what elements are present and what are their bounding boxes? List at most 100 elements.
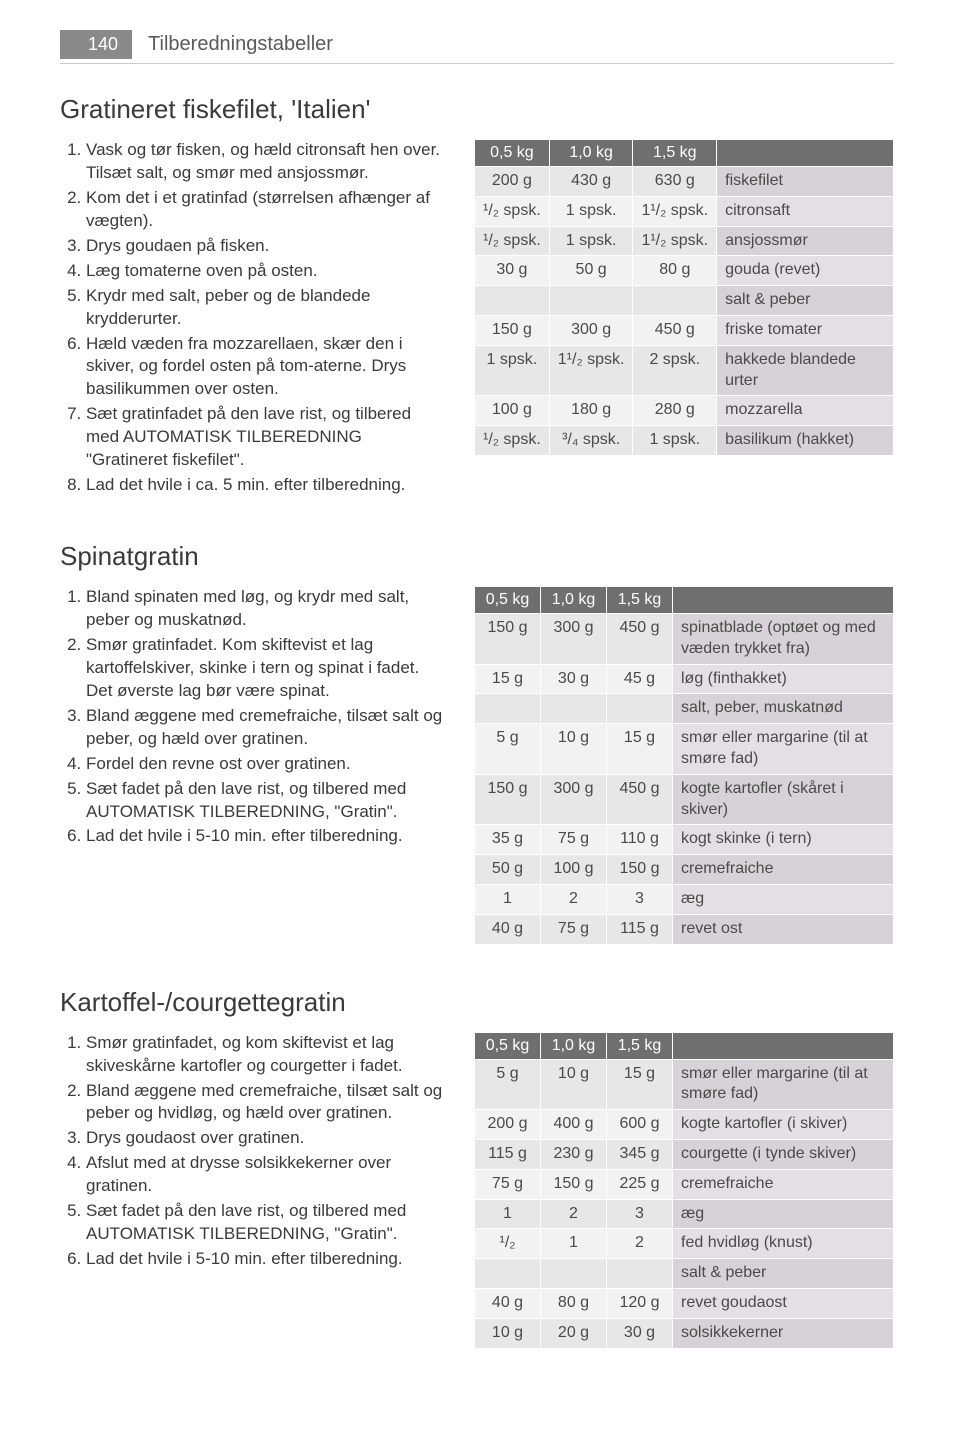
qty-cell: 1¹/₂ spsk. xyxy=(549,345,633,396)
qty-cell: 1 xyxy=(475,885,541,915)
ingredient-cell: kogt skinke (i tern) xyxy=(673,825,894,855)
ingredient-cell: smør eller margarine (til at smøre fad) xyxy=(673,1059,894,1110)
table-row: salt & peber xyxy=(475,286,894,316)
ingredient-cell: salt & peber xyxy=(673,1259,894,1289)
page-header: 140 Tilberedningstabeller xyxy=(60,30,894,64)
ingredient-cell: fed hvidløg (knust) xyxy=(673,1229,894,1259)
qty-cell: 45 g xyxy=(607,664,673,694)
qty-cell: 200 g xyxy=(475,1110,541,1140)
qty-cell: 40 g xyxy=(475,914,541,944)
recipe-step: Sæt fadet på den lave rist, og tilbered … xyxy=(86,778,446,824)
qty-cell xyxy=(475,286,550,316)
qty-cell: ¹/₂ spsk. xyxy=(475,226,550,256)
qty-cell: 180 g xyxy=(549,396,633,426)
ingredient-cell: cremefraiche xyxy=(673,855,894,885)
qty-cell: 2 xyxy=(541,1199,607,1229)
ingredient-cell: kogte kartofler (i skiver) xyxy=(673,1110,894,1140)
recipe-step: Sæt gratinfadet på den lave rist, og til… xyxy=(86,403,446,472)
qty-cell: ³/₄ spsk. xyxy=(549,426,633,456)
qty-cell: 5 g xyxy=(475,724,541,775)
qty-cell: 115 g xyxy=(607,914,673,944)
recipe-step: Lad det hvile i 5-10 min. efter tilbered… xyxy=(86,825,446,848)
qty-cell: 1 spsk. xyxy=(549,196,633,226)
qty-cell: 1 xyxy=(541,1229,607,1259)
table-row: salt & peber xyxy=(475,1259,894,1289)
qty-cell xyxy=(475,1259,541,1289)
recipe-step: Fordel den revne ost over gratinen. xyxy=(86,753,446,776)
ingredient-cell: spinatblade (optøet og med væden trykket… xyxy=(673,614,894,665)
qty-cell: 300 g xyxy=(541,614,607,665)
table-header: 1,5 kg xyxy=(607,1032,673,1059)
qty-cell: 225 g xyxy=(607,1169,673,1199)
qty-cell xyxy=(549,286,633,316)
table-row: 30 g50 g80 ggouda (revet) xyxy=(475,256,894,286)
qty-cell: 1¹/₂ spsk. xyxy=(633,226,717,256)
qty-cell xyxy=(607,1259,673,1289)
table-header-blank xyxy=(717,140,894,167)
ingredient-cell: smør eller margarine (til at smøre fad) xyxy=(673,724,894,775)
qty-cell: 110 g xyxy=(607,825,673,855)
qty-cell: 80 g xyxy=(541,1289,607,1319)
qty-cell: 30 g xyxy=(607,1318,673,1348)
qty-cell: 80 g xyxy=(633,256,717,286)
qty-cell: 115 g xyxy=(475,1140,541,1170)
table-header: 1,0 kg xyxy=(541,587,607,614)
ingredient-cell: salt, peber, muskatnød xyxy=(673,694,894,724)
recipe-steps: Vask og tør fisken, og hæld citronsaft h… xyxy=(60,139,446,497)
recipe-title: Kartoffel-/courgettegratin xyxy=(60,987,894,1018)
ingredient-cell: friske tomater xyxy=(717,315,894,345)
qty-cell: 50 g xyxy=(475,855,541,885)
ingredient-cell: courgette (i tynde skiver) xyxy=(673,1140,894,1170)
recipe-step: Smør gratinfadet. Kom skiftevist et lag … xyxy=(86,634,446,703)
table-header: 1,0 kg xyxy=(541,1032,607,1059)
ingredient-cell: løg (finthakket) xyxy=(673,664,894,694)
recipe-step: Bland æggene med cremefraiche, tilsæt sa… xyxy=(86,1080,446,1126)
recipe-step: Bland æggene med cremefraiche, tilsæt sa… xyxy=(86,705,446,751)
qty-cell: 150 g xyxy=(475,315,550,345)
qty-cell xyxy=(475,694,541,724)
qty-cell: 75 g xyxy=(475,1169,541,1199)
recipe-steps: Bland spinaten med løg, og krydr med sal… xyxy=(60,586,446,848)
qty-cell: 20 g xyxy=(541,1318,607,1348)
table-header: 1,5 kg xyxy=(633,140,717,167)
table-header: 0,5 kg xyxy=(475,140,550,167)
qty-cell: 100 g xyxy=(475,396,550,426)
table-row: 200 g400 g600 gkogte kartofler (i skiver… xyxy=(475,1110,894,1140)
recipe-step: Sæt fadet på den lave rist, og tilbered … xyxy=(86,1200,446,1246)
table-row: 50 g100 g150 gcremefraiche xyxy=(475,855,894,885)
recipe-step: Afslut med at drysse solsikkekerner over… xyxy=(86,1152,446,1198)
qty-cell: 300 g xyxy=(541,774,607,825)
table-row: ¹/₂12fed hvidløg (knust) xyxy=(475,1229,894,1259)
qty-cell: 450 g xyxy=(633,315,717,345)
ingredient-cell: æg xyxy=(673,1199,894,1229)
qty-cell xyxy=(633,286,717,316)
table-row: 40 g80 g120 grevet goudaost xyxy=(475,1289,894,1319)
table-row: 40 g75 g115 grevet ost xyxy=(475,914,894,944)
qty-cell: 40 g xyxy=(475,1289,541,1319)
qty-cell xyxy=(607,694,673,724)
table-header: 1,0 kg xyxy=(549,140,633,167)
ingredient-cell: æg xyxy=(673,885,894,915)
qty-cell: 1¹/₂ spsk. xyxy=(633,196,717,226)
qty-cell: 5 g xyxy=(475,1059,541,1110)
table-row: ¹/₂ spsk.1 spsk.1¹/₂ spsk.citronsaft xyxy=(475,196,894,226)
table-row: 5 g10 g15 gsmør eller margarine (til at … xyxy=(475,724,894,775)
table-row: 10 g20 g30 gsolsikkekerner xyxy=(475,1318,894,1348)
table-row: ¹/₂ spsk.1 spsk.1¹/₂ spsk.ansjossmør xyxy=(475,226,894,256)
qty-cell: 35 g xyxy=(475,825,541,855)
table-row: 123æg xyxy=(475,1199,894,1229)
qty-cell: 3 xyxy=(607,885,673,915)
table-row: 150 g300 g450 gfriske tomater xyxy=(475,315,894,345)
ingredient-cell: hakkede blandede urter xyxy=(717,345,894,396)
qty-cell: 280 g xyxy=(633,396,717,426)
qty-cell: 600 g xyxy=(607,1110,673,1140)
recipe-step: Krydr med salt, peber og de blandede kry… xyxy=(86,285,446,331)
qty-cell: 1 spsk. xyxy=(549,226,633,256)
qty-cell: 1 spsk. xyxy=(633,426,717,456)
qty-cell: 200 g xyxy=(475,167,550,197)
ingredient-cell: basilikum (hakket) xyxy=(717,426,894,456)
qty-cell: 120 g xyxy=(607,1289,673,1319)
ingredient-table: 0,5 kg1,0 kg1,5 kg5 g10 g15 gsmør eller … xyxy=(474,1032,894,1349)
qty-cell: 75 g xyxy=(541,825,607,855)
recipe-step: Vask og tør fisken, og hæld citronsaft h… xyxy=(86,139,446,185)
